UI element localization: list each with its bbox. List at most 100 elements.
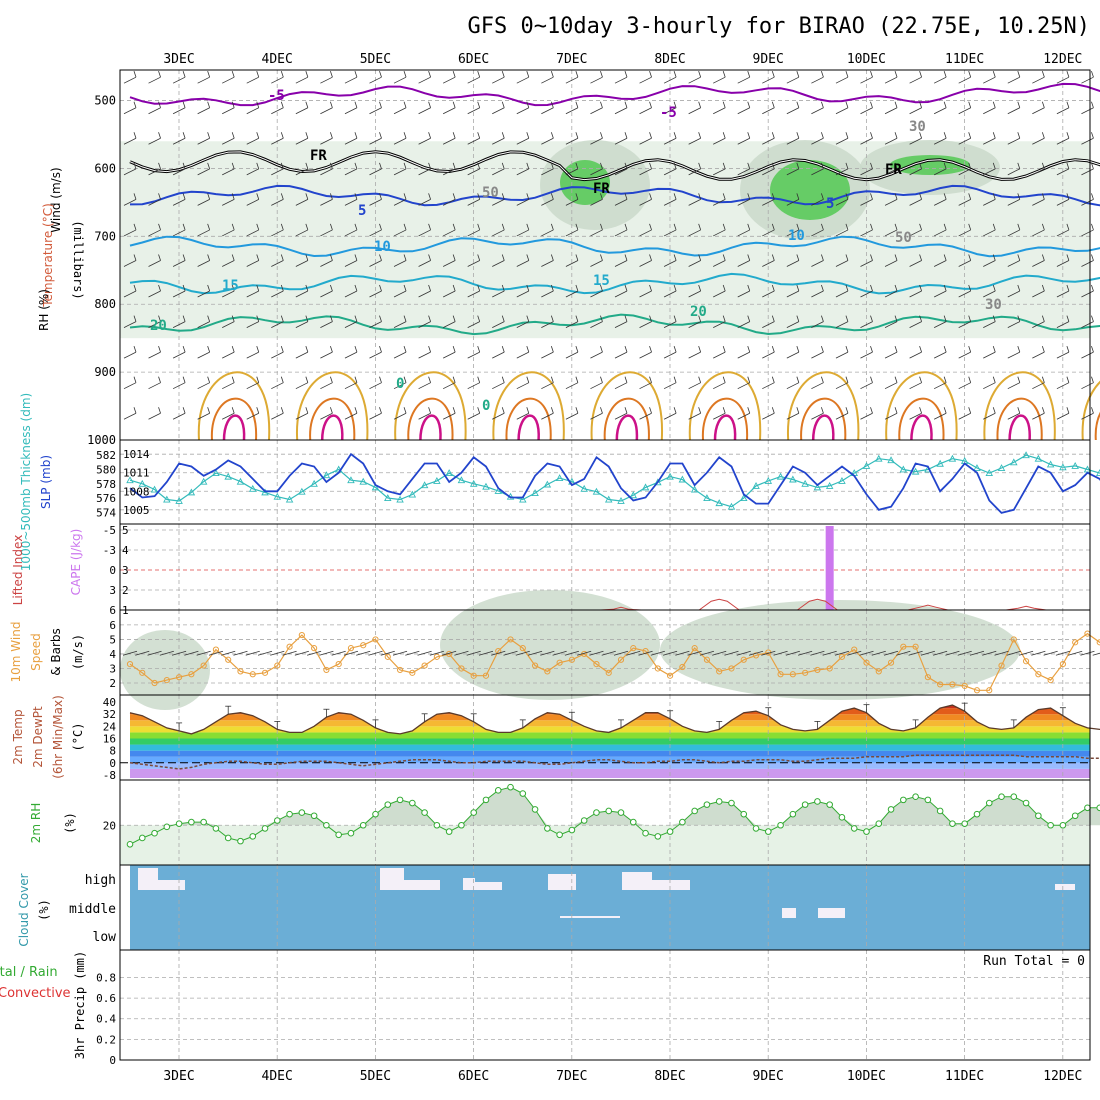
wind-barb bbox=[737, 199, 750, 206]
wind-barb bbox=[688, 351, 701, 359]
wind-speed-point bbox=[1059, 661, 1067, 668]
wind-barb-flag bbox=[894, 315, 898, 322]
rh2m-point bbox=[715, 798, 723, 805]
surface-wind-barb bbox=[712, 650, 727, 656]
wind-speed-point bbox=[937, 681, 944, 688]
wind-barb bbox=[344, 199, 358, 206]
wind-barb bbox=[123, 229, 137, 237]
wind-barb-flag bbox=[256, 407, 260, 414]
wind-barb bbox=[246, 260, 259, 267]
wind-barb-flag bbox=[354, 132, 358, 139]
surface-wind-barb bbox=[380, 650, 395, 656]
wind-barb bbox=[271, 229, 284, 237]
thickness-point bbox=[911, 467, 920, 475]
pressure-tick: 800 bbox=[94, 297, 116, 311]
rh2m-point bbox=[863, 828, 870, 835]
warm-contour bbox=[1081, 380, 1100, 441]
wind-barb-flag bbox=[256, 71, 260, 78]
wind-barb bbox=[148, 229, 161, 237]
wind-barb-flag bbox=[1041, 162, 1045, 169]
wind-barb-flag bbox=[1066, 132, 1070, 139]
wind-barb-flag bbox=[943, 101, 947, 108]
wind-barb bbox=[983, 76, 996, 84]
wind-barb-flag bbox=[1041, 315, 1045, 322]
wind-barb bbox=[663, 260, 677, 267]
thickness-tick: 576 bbox=[96, 492, 116, 505]
wind-barb bbox=[123, 382, 137, 390]
wind-barb-flag bbox=[771, 162, 775, 169]
contour-label: 10 bbox=[788, 228, 805, 244]
wind-barb-flag bbox=[894, 284, 898, 292]
surface-wind-barb bbox=[196, 650, 211, 656]
date-label-top: 6DEC bbox=[458, 52, 489, 67]
date-label-bottom: 3DEC bbox=[163, 1069, 194, 1084]
wind-barb bbox=[123, 260, 137, 267]
wind-barb-flag bbox=[379, 223, 382, 231]
surface-wind-barb bbox=[1055, 650, 1071, 656]
wind-barb-flag bbox=[1017, 315, 1021, 322]
wind-barb-flag bbox=[722, 223, 726, 231]
lifted-tick: 0 bbox=[109, 564, 116, 577]
contour-label: 30 bbox=[909, 119, 926, 135]
wind-barb bbox=[1056, 137, 1070, 145]
surface-wind-barb bbox=[159, 650, 174, 656]
wind-barb-flag bbox=[673, 223, 677, 231]
wind-barb bbox=[737, 321, 750, 328]
wind-barb-flag bbox=[821, 193, 824, 200]
wind-barb-flag bbox=[845, 162, 849, 169]
wind-barb-flag bbox=[1066, 315, 1070, 322]
wind-barb-flag bbox=[133, 101, 137, 108]
wind-speed-point bbox=[384, 653, 391, 660]
surface-wind-barb bbox=[1092, 652, 1100, 656]
wind-barb bbox=[222, 107, 235, 115]
wind-speed-point bbox=[838, 653, 846, 660]
rh2m-point bbox=[801, 801, 809, 808]
lifted-index-line bbox=[907, 604, 948, 611]
wind-barb bbox=[1081, 76, 1094, 84]
wind-barb bbox=[590, 321, 603, 328]
rh-band-mid bbox=[440, 590, 660, 700]
wind-speed-point bbox=[139, 669, 146, 676]
wind-barb-flag bbox=[207, 193, 211, 200]
wind10-label-c: & Barbs bbox=[49, 628, 63, 676]
wind-barb-flag bbox=[280, 162, 284, 169]
hot-contour bbox=[517, 414, 540, 441]
contour-label: 50 bbox=[895, 230, 912, 246]
wind-barb bbox=[467, 76, 480, 84]
date-label-bottom: 5DEC bbox=[360, 1069, 391, 1084]
wind-speed-point bbox=[372, 636, 379, 643]
wind-barb-flag bbox=[133, 132, 137, 139]
wind-barb bbox=[246, 229, 259, 237]
surface-wind-barb bbox=[589, 650, 604, 656]
wind-barb-flag bbox=[845, 223, 849, 231]
wind-barb-flag bbox=[624, 223, 628, 231]
wind-barb bbox=[958, 229, 971, 237]
warm-contour bbox=[492, 371, 565, 441]
wind-barb bbox=[933, 168, 947, 176]
surface-wind-barb bbox=[883, 650, 899, 656]
wind-barb bbox=[737, 260, 750, 267]
wind-barb bbox=[393, 229, 407, 237]
wind-barb bbox=[983, 321, 996, 328]
surface-wind-barb bbox=[257, 650, 273, 656]
wind-barb bbox=[467, 107, 480, 115]
rh2m-point bbox=[1059, 821, 1067, 829]
precip-tick: 0.2 bbox=[96, 1033, 116, 1046]
temp-label: Temperature (°C) bbox=[41, 203, 55, 308]
wind-barb bbox=[884, 76, 898, 84]
wind-barb bbox=[222, 76, 235, 84]
wind-barb bbox=[737, 107, 750, 115]
thickness-point bbox=[727, 502, 736, 510]
surface-wind-barb bbox=[847, 650, 862, 656]
wind-barb bbox=[786, 321, 800, 328]
wind-barb-flag bbox=[501, 407, 505, 414]
rh2m-point bbox=[580, 817, 588, 824]
wind-barb-flag bbox=[1091, 162, 1094, 169]
wind-speed-point bbox=[212, 646, 220, 653]
wind-barb-flag bbox=[870, 315, 873, 322]
wind-barb bbox=[148, 290, 161, 298]
wind-barb-flag bbox=[1041, 346, 1045, 353]
wind-speed-point bbox=[752, 652, 760, 659]
rh2m-point bbox=[752, 825, 760, 832]
wind-barb bbox=[123, 290, 137, 298]
